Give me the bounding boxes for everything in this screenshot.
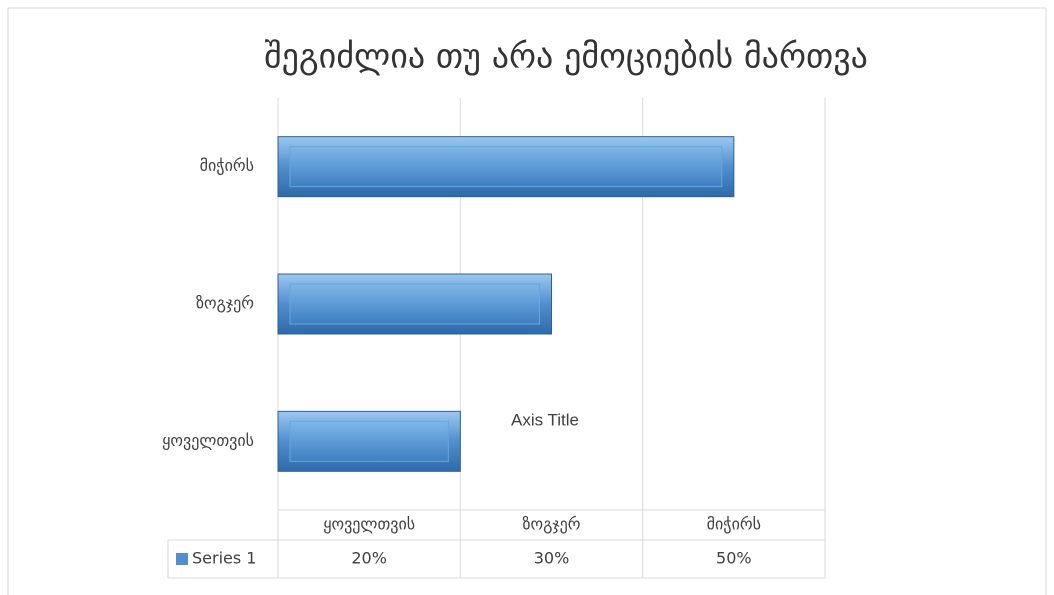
y-tick-label: მიჭირს: [200, 156, 254, 175]
legend-key: [176, 553, 188, 565]
table-header: მიჭირს: [707, 515, 761, 534]
y-tick-label: ზოგჯერ: [196, 294, 254, 313]
legend-label: Series 1: [192, 549, 256, 568]
table-value: 30%: [534, 549, 570, 568]
chart-title: შეგიძლია თუ არა ემოციების მართვა: [264, 37, 868, 77]
table-value: 50%: [716, 549, 752, 568]
bar-bevel: [289, 420, 449, 462]
table-header: ყოველთვის: [323, 515, 415, 534]
bar-bevel: [289, 283, 540, 325]
axis-title: Axis Title: [511, 410, 579, 429]
table-header: ზოგჯერ: [522, 515, 580, 534]
bar-bevel: [289, 146, 723, 188]
table-value: 20%: [351, 549, 387, 568]
y-tick-label: ყოველთვის: [162, 431, 254, 450]
